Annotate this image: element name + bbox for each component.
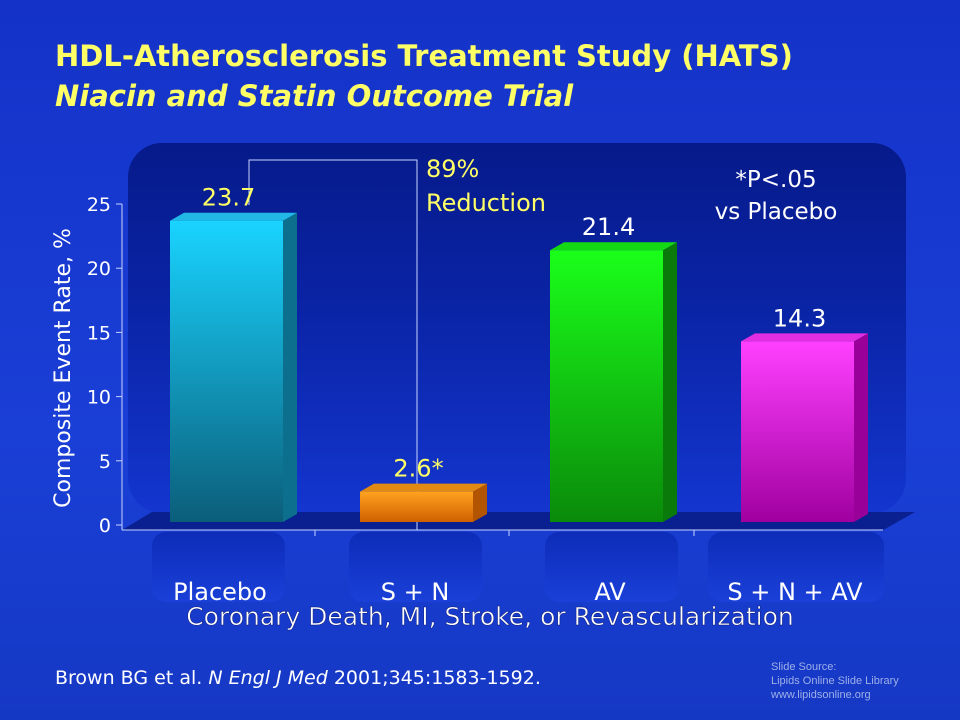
- reduction-bracket: [248, 159, 418, 530]
- bar-value-label: 14.3: [773, 304, 826, 332]
- bar-1: [360, 483, 487, 522]
- bar-0: [170, 212, 297, 522]
- bar-front: [741, 341, 854, 522]
- bar-side: [854, 333, 868, 522]
- bar-side: [283, 212, 297, 522]
- bar-value-label: 2.6*: [393, 455, 443, 483]
- bar-side: [663, 242, 677, 522]
- bar-3: [741, 333, 868, 522]
- reduction-annotation-line2: Reduction: [426, 189, 546, 217]
- bar-top: [170, 212, 297, 221]
- x-category-label-sn: S + N: [381, 578, 450, 606]
- reduction-annotation-line1: 89%: [426, 155, 479, 183]
- x-category-label-placebo: Placebo: [173, 578, 267, 606]
- y-tick-label: 20: [87, 258, 111, 280]
- y-tick-label: 25: [87, 194, 111, 216]
- bar-top: [550, 242, 677, 251]
- x-category-label-sn-av: S + N + AV: [727, 578, 863, 606]
- chart-floor: [122, 512, 915, 530]
- source-library: Lipids Online Slide Library: [771, 675, 899, 687]
- y-tick-label: 0: [99, 515, 111, 537]
- slide-title-block: HDL-Atherosclerosis Treatment Study (HAT…: [55, 36, 793, 116]
- y-tick-label: 10: [87, 387, 111, 409]
- pvalue-annotation-line1: *P<.05: [735, 167, 816, 193]
- bar-side: [473, 483, 487, 522]
- source-url: www.lipidsonline.org: [771, 689, 871, 701]
- reference-authors: Brown BG et al.: [55, 667, 209, 689]
- reference-journal: N Engl J Med: [208, 667, 328, 689]
- bar-value-label: 23.7: [202, 184, 255, 212]
- bar-front: [170, 220, 283, 522]
- x-axis-title: Coronary Death, MI, Stroke, or Revascula…: [186, 602, 794, 631]
- y-tick-label: 5: [99, 451, 111, 473]
- reference-citation: Brown BG et al. N Engl J Med 2001;345:15…: [55, 667, 541, 689]
- category-label-box: [545, 532, 678, 602]
- slide-subtitle: Niacin and Statin Outcome Trial: [55, 79, 574, 113]
- y-axis-title: Composite Event Rate, %: [51, 228, 76, 508]
- bar-top: [360, 483, 487, 492]
- bar-value-label: 21.4: [582, 213, 635, 241]
- category-label-box: [152, 532, 285, 602]
- bar-top: [741, 333, 868, 342]
- bar-front: [550, 250, 663, 522]
- category-label-box: [349, 532, 482, 602]
- slide-title: HDL-Atherosclerosis Treatment Study (HAT…: [55, 39, 793, 73]
- category-label-box: [708, 532, 884, 602]
- pvalue-annotation-line2: vs Placebo: [715, 199, 838, 225]
- y-tick-label: 15: [87, 322, 111, 344]
- x-category-label-av: AV: [594, 578, 626, 606]
- bar-front: [360, 491, 473, 522]
- source-label: Slide Source:: [771, 661, 837, 673]
- bar-2: [550, 242, 677, 522]
- reference-details: 2001;345:1583-1592.: [327, 667, 541, 689]
- slide-source: Slide Source: Lipids Online Slide Librar…: [771, 660, 899, 702]
